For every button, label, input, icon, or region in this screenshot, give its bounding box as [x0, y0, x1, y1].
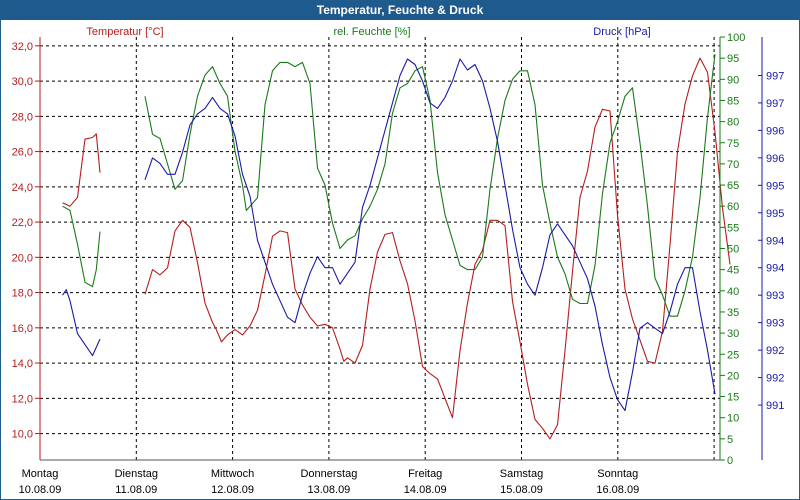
humidity-tick-label: 95 [727, 53, 739, 65]
day-label: Sonntag [597, 468, 638, 480]
temperature-tick-label: 10,0 [12, 429, 33, 441]
humidity-tick-label: 10 [727, 413, 739, 425]
day-label: Samstag [500, 468, 543, 480]
pressure-tick-label: 992 [766, 345, 784, 357]
humidity-tick-label: 75 [727, 138, 739, 150]
pressure-tick-label: 997 [766, 98, 784, 110]
pressure-tick-label: 997 [766, 70, 784, 82]
day-label: Mittwoch [211, 468, 254, 480]
labels: 10,0 12,0 14,0 16,0 18,0 20,0 22,0 24,0 26,0 28,0… [12, 26, 785, 496]
date-label: 12.08.09 [211, 484, 254, 496]
humidity-tick-label: 25 [727, 349, 739, 361]
humidity-tick-label: 80 [727, 117, 739, 129]
pressure-tick-label: 996 [766, 153, 784, 165]
temperature-tick-label: 28,0 [12, 111, 33, 123]
temperature-tick-label: 32,0 [12, 41, 33, 53]
humidity-tick-label: 100 [727, 32, 745, 44]
pressure-tick-label: 993 [766, 290, 784, 302]
date-label: 10.08.09 [19, 484, 62, 496]
day-label: Dienstag [115, 468, 158, 480]
humidity-tick-label: 55 [727, 222, 739, 234]
date-label: 11.08.09 [115, 484, 157, 496]
pressure-tick-label: 994 [766, 263, 784, 275]
date-label: 14.08.09 [404, 484, 447, 496]
humidity-series-line [144, 53, 716, 317]
humidity-tick-label: 50 [727, 244, 739, 256]
pressure-series-line [144, 58, 716, 412]
date-label: 15.08.09 [500, 484, 543, 496]
series-lines [62, 53, 731, 440]
humidity-tick-label: 65 [727, 180, 739, 192]
temperature-axis-label: Temperatur [°C] [86, 26, 163, 38]
pressure-axis-label: Druck [hPa] [593, 26, 650, 38]
humidity-tick-label: 20 [727, 370, 739, 382]
day-label: Montag [22, 468, 59, 480]
temperature-tick-label: 26,0 [12, 147, 33, 159]
pressure-tick-label: 995 [766, 180, 784, 192]
humidity-tick-label: 30 [727, 328, 739, 340]
pressure-series-line [62, 289, 101, 357]
temperature-tick-label: 18,0 [12, 288, 33, 300]
temperature-tick-label: 24,0 [12, 182, 33, 194]
window-title: Temperatur, Feuchte & Druck [1, 1, 799, 20]
temperature-tick-label: 16,0 [12, 323, 33, 335]
humidity-tick-label: 60 [727, 201, 739, 213]
humidity-tick-label: 5 [727, 434, 733, 446]
day-label: Freitag [408, 468, 442, 480]
temperature-tick-label: 20,0 [12, 252, 33, 264]
temperature-tick-label: 22,0 [12, 217, 33, 229]
temperature-tick-label: 12,0 [12, 393, 33, 405]
temperature-tick-label: 14,0 [12, 358, 33, 370]
pressure-tick-label: 995 [766, 208, 784, 220]
temperature-series-line [144, 57, 731, 440]
humidity-tick-label: 40 [727, 286, 739, 298]
humidity-tick-label: 15 [727, 392, 739, 404]
humidity-axis-label: rel. Feuchte [%] [333, 26, 410, 38]
humidity-tick-label: 0 [727, 455, 733, 467]
humidity-tick-label: 85 [727, 95, 739, 107]
humidity-tick-label: 45 [727, 265, 739, 277]
pressure-tick-label: 994 [766, 235, 784, 247]
grid [40, 37, 720, 460]
temperature-tick-label: 30,0 [12, 76, 33, 88]
humidity-tick-label: 70 [727, 159, 739, 171]
pressure-tick-label: 993 [766, 318, 784, 330]
axes [35, 36, 763, 461]
date-label: 13.08.09 [307, 484, 350, 496]
humidity-tick-label: 90 [727, 74, 739, 86]
pressure-tick-label: 996 [766, 125, 784, 137]
pressure-tick-label: 992 [766, 373, 784, 385]
humidity-tick-label: 35 [727, 307, 739, 319]
humidity-series-line [62, 205, 101, 288]
pressure-tick-label: 991 [766, 400, 784, 412]
day-label: Donnerstag [300, 468, 357, 480]
date-label: 16.08.09 [596, 484, 639, 496]
temperature-series-line [62, 133, 101, 207]
